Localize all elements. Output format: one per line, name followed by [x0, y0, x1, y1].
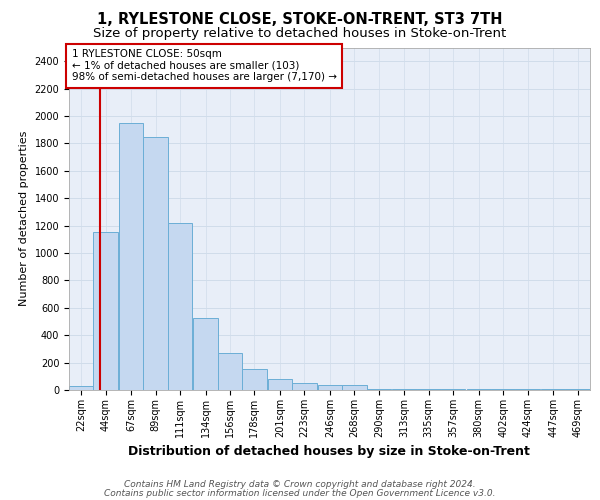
Bar: [292, 383, 317, 390]
Bar: [242, 370, 266, 390]
Bar: [69, 386, 94, 390]
Y-axis label: Number of detached properties: Number of detached properties: [19, 131, 29, 306]
Bar: [416, 389, 441, 390]
Bar: [392, 388, 416, 390]
Bar: [367, 388, 391, 390]
Bar: [342, 385, 367, 390]
Text: 1 RYLESTONE CLOSE: 50sqm
← 1% of detached houses are smaller (103)
98% of semi-d: 1 RYLESTONE CLOSE: 50sqm ← 1% of detache…: [71, 49, 337, 82]
Text: Contains public sector information licensed under the Open Government Licence v3: Contains public sector information licen…: [104, 489, 496, 498]
Text: 1, RYLESTONE CLOSE, STOKE-ON-TRENT, ST3 7TH: 1, RYLESTONE CLOSE, STOKE-ON-TRENT, ST3 …: [97, 12, 503, 28]
Text: Size of property relative to detached houses in Stoke-on-Trent: Size of property relative to detached ho…: [94, 28, 506, 40]
Bar: [119, 123, 143, 390]
Bar: [218, 353, 242, 390]
Bar: [268, 379, 292, 390]
X-axis label: Distribution of detached houses by size in Stoke-on-Trent: Distribution of detached houses by size …: [128, 446, 530, 458]
Bar: [441, 389, 466, 390]
Bar: [193, 318, 218, 390]
Bar: [318, 385, 342, 390]
Text: Contains HM Land Registry data © Crown copyright and database right 2024.: Contains HM Land Registry data © Crown c…: [124, 480, 476, 489]
Bar: [168, 223, 192, 390]
Bar: [94, 232, 118, 390]
Bar: [143, 136, 168, 390]
